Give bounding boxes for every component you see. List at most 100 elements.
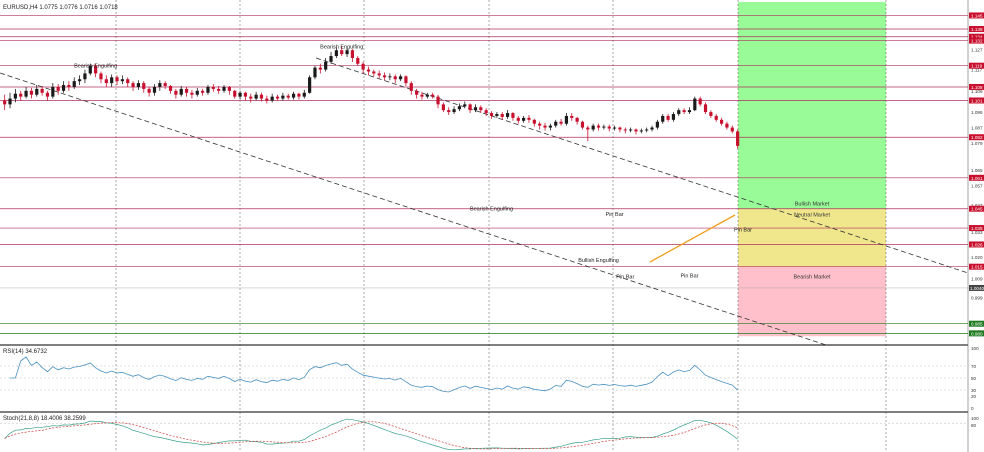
candle-body [126,79,130,84]
candle-body [677,110,681,115]
level-price-tag [969,37,984,44]
candle-body [104,79,108,84]
candle-body [40,88,44,93]
level-price-label: 1.119 [971,64,983,69]
candle-body [645,129,649,131]
candle-body [174,90,178,95]
price-tick-label: 1.047 [971,203,983,208]
candle-body [607,126,611,129]
candle-body [259,94,264,99]
pattern-label: Bearish Engulfing [470,207,513,213]
candle-body [398,76,403,80]
level-price-label: 1.015 [971,265,983,270]
target-price-label: 0.985 [971,322,983,327]
candle-body [340,50,344,55]
candle-body [297,93,301,97]
candle-body [356,57,360,64]
candle-body [436,96,440,105]
stoch-signal-line [4,421,738,450]
candle-body [19,93,23,97]
candle-body [83,73,87,80]
candle-body [596,125,601,128]
candle-body [548,125,552,128]
candle-body [372,71,376,74]
candle-body [564,115,569,124]
channel-upper-line [315,57,969,274]
level-price-tag [969,263,984,270]
candle-body [714,115,718,120]
candle-body [415,90,419,95]
candle-body [334,50,338,57]
candle-body [703,104,708,113]
candle-body [382,75,387,78]
level-price-tag [969,225,984,232]
candle-body [243,92,248,97]
candle-body [35,88,39,95]
level-price-tag [969,33,984,40]
candle-body [618,127,622,130]
candlestick-series [3,46,740,149]
candle-body [345,50,349,55]
candle-body [634,129,638,132]
candle-body [275,96,280,99]
candle-body [602,126,606,128]
price-tick-label: 1.065 [971,168,983,173]
level-price-label: 1.045 [971,207,983,212]
candle-body [8,98,12,105]
level-price-label: 1.026 [971,242,983,247]
level-price-tag [969,97,984,104]
candle-body [3,100,7,105]
target-price-tag [969,330,984,337]
candle-body [233,90,237,97]
pattern-label: Pin Bar [616,274,634,280]
level-price-label: 1.138 [971,27,983,32]
candle-body [115,77,119,82]
candle-body [709,112,713,116]
candle-body [99,73,103,80]
candle-body [409,83,413,91]
rsi-label: RSI(14) 34.6732 [3,349,48,355]
candle-body [110,77,114,84]
candle-body [142,83,146,89]
target-price-label: 0.980 [971,331,983,336]
candle-body [51,86,55,97]
zone-2 [738,208,886,267]
pattern-label: Pin Bar [606,212,624,218]
candle-body [655,121,659,128]
price-tick-label: 1.033 [971,230,983,235]
level-price-label: 1.132 [971,39,983,44]
level-price-label: 1.101 [971,98,983,103]
candle-body [730,127,734,132]
candle-body [56,86,60,91]
trend-channel [0,57,969,346]
level-price-tag [969,12,984,19]
candle-body [72,81,76,87]
candle-body [265,98,269,101]
candle-body [366,69,371,72]
candle-body [324,61,328,70]
candle-body [393,76,397,80]
price-tick-label: 1.087 [971,126,983,131]
candle-body [698,98,702,105]
candle-body [77,79,82,82]
level-price-tag [969,62,984,69]
price-tick-label: 1.020 [971,255,983,260]
candle-body [94,65,98,74]
candle-body [152,86,157,93]
candle-body [725,123,729,128]
candle-body [570,115,574,118]
candle-body [516,117,520,121]
stoch-tick-label: 80 [971,423,977,428]
pattern-annotations: Bearish Engulfing Bearish Engulfing Bearis… [74,44,752,280]
candle-body [543,125,547,128]
pattern-label: Bearish Engulfing [320,44,363,50]
candle-body [222,86,226,91]
candle-body [495,114,499,116]
price-tick-label: 1.106 [971,89,983,94]
candle-body [286,95,290,98]
price-tick-label: 1.079 [971,141,983,146]
candle-body [527,117,531,120]
candle-body [270,96,274,101]
